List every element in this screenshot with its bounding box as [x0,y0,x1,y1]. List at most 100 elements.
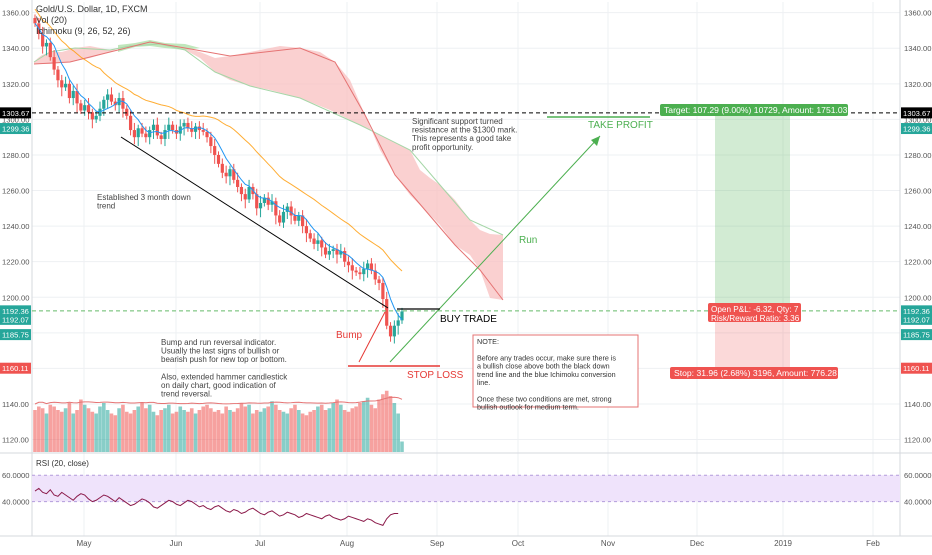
volume-bar [63,408,68,452]
right-price-label-bg [901,362,932,374]
support-note-line: This represents a good take [412,134,512,143]
left-price-tick: 1220.00 [2,258,29,267]
volume-bar [48,404,53,452]
candle-body [396,320,400,326]
candle-body [239,186,244,195]
time-axis-tick: Aug [340,539,354,548]
candle-body [48,42,52,58]
bump-run-note-line: bearish push for new top or bottom. [161,355,287,364]
candle-body [289,206,293,216]
volume-bar [258,411,263,452]
volume-bar [86,408,91,452]
candle-body [346,261,351,266]
legend-volume: Vol (20) [36,15,68,25]
left-price-label: 1299.36 [2,125,29,134]
volume-bar [285,413,290,452]
rsi-label: RSI (20, close) [36,459,89,468]
candle-body [385,299,389,326]
volume-bar [266,406,270,452]
volume-bar [350,408,355,452]
volume-bar [247,404,251,452]
time-axis-tick: Jun [170,539,183,548]
candle-body [278,215,282,223]
left-price-label: 1192.07 [2,315,29,324]
senkou-span-b [33,41,504,301]
candle-body [339,251,343,255]
candle-body [362,268,366,275]
volume-bar [186,411,190,452]
volume-bar [182,410,186,452]
legend-symbol: Gold/U.S. Dollar, 1D, FXCM [36,4,148,14]
volume-bar [327,408,332,452]
right-price-tick: 1240.00 [904,222,931,231]
candle-body [335,249,339,255]
candle-body [33,18,37,24]
downtrend-line [120,136,389,309]
candle-body [350,265,354,271]
left-price-tick: 1340.00 [2,44,29,53]
volume-bar [67,403,72,452]
left-price-tick: 1120.00 [2,436,29,445]
target-label-bg [660,104,848,116]
run-arrowhead [591,136,600,146]
right-price-tick: 1140.00 [904,400,931,409]
volume-bar [339,404,343,452]
volume-bar [71,413,76,452]
bump-run-note-line: Usually the last signs of bullish or [161,347,280,356]
candle-body [159,135,163,139]
legend-ichimoku: Ichimoku (9, 26, 52, 26) [36,26,131,36]
candle-body [90,112,94,120]
left-price-tick: 1300.00 [2,115,29,124]
left-rsi-tick: 40.0000 [2,498,29,507]
volume-bar [98,406,102,452]
candle-body [205,131,209,138]
volume-bar [274,404,278,452]
right-price-tick: 1200.00 [904,293,931,302]
candle-body [354,270,358,273]
candle-body [377,279,381,284]
right-price-tick: 1260.00 [904,187,931,196]
volume-bar [384,390,389,452]
note-text-line: bullish outlook for medium term. [477,403,579,412]
volume-bar [216,410,221,452]
candle-body [167,124,171,131]
note-box [472,334,639,408]
time-axis-tick: Feb [866,539,880,548]
candle-body [392,325,396,337]
candle-body [63,83,68,88]
candle-body [316,240,320,244]
support-note-line: Significant support turned [412,117,503,126]
volume-bar [178,406,183,452]
volume-bar [163,408,167,452]
time-axis-tick: Sep [430,539,445,548]
candle-body [308,233,312,239]
candle-body [209,137,213,147]
volume-bar [56,410,60,452]
volume-bar [82,404,87,452]
right-price-label-bg [901,123,932,135]
volume-bar [270,401,274,452]
pnl-label-bg [708,303,801,322]
volume-bar [239,403,244,452]
note-text-line: a bullish close above both the black dow… [477,362,610,371]
candle-body [52,57,56,70]
candle-body [213,146,217,155]
run-label: Run [519,235,537,246]
candle-body [400,311,404,321]
candle-body [304,226,309,234]
time-axis-tick: Dec [690,539,704,548]
candle-body [60,80,64,88]
volume-bar [228,410,232,452]
volume-bar [79,399,83,452]
candle-body [270,201,274,205]
left-price-label: 1192.36 [2,307,29,316]
candle-body [281,211,286,223]
volume-bar [167,404,171,452]
right-price-label-bg [901,107,932,119]
volume-bar [132,410,137,452]
right-price-label-bg [901,313,932,325]
take-profit-label: TAKE PROFIT [588,120,653,131]
candle-body [331,249,335,252]
volume-bar [37,406,41,452]
